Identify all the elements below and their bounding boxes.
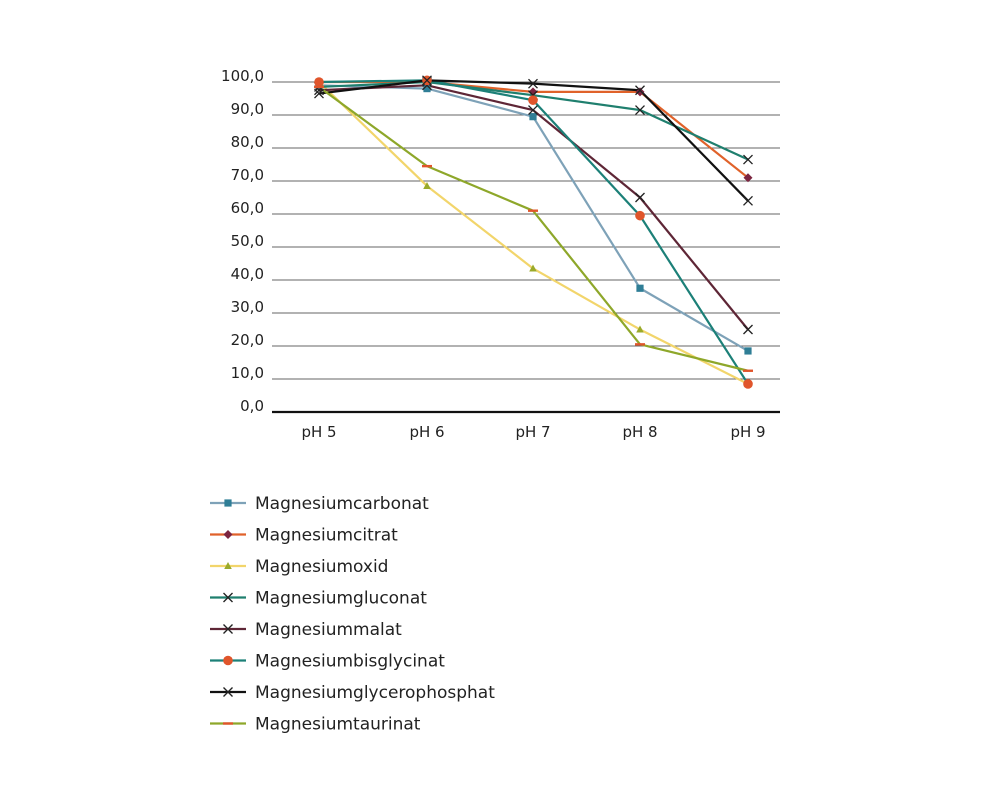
y-tick-label: 50,0 [231, 232, 264, 250]
y-axis-tick-labels: 0,0 10,0 20,0 30,0 40,0 50,0 60,0 70,0 80,0 90,0 1… [221, 67, 264, 415]
data-point [314, 85, 324, 89]
data-point [529, 113, 537, 121]
legend-label: Magnesiumcitrat [255, 526, 398, 546]
data-point [743, 195, 753, 206]
data-point [422, 75, 432, 86]
data-point [423, 85, 431, 93]
data-point [743, 379, 753, 389]
data-point [636, 325, 644, 333]
x-tick-label: pH 6 [409, 423, 444, 441]
data-point [743, 173, 753, 183]
data-point [528, 209, 538, 212]
legend-marker [223, 722, 233, 725]
x-tick-label: pH 8 [622, 423, 657, 441]
data-point [314, 77, 324, 87]
legend-label: Magnesiumgluconat [255, 589, 427, 609]
data-point [743, 369, 753, 372]
legend-item: Magnesiumcarbonat [210, 494, 429, 514]
data-point [635, 343, 645, 346]
x-tick-label: pH 5 [301, 423, 336, 441]
marker-stroke [743, 195, 753, 206]
series-line [318, 84, 749, 331]
y-tick-label: 0,0 [240, 397, 264, 415]
data-point [635, 105, 645, 116]
data-point [635, 87, 645, 97]
marker-stroke [635, 192, 645, 203]
legend-item: Magnesiumbisglycinat [210, 652, 445, 672]
marker-stroke [528, 78, 538, 89]
x-tick-label: pH 9 [730, 423, 765, 441]
legend-item: Magnesiumglycerophosphat [210, 683, 495, 703]
legend-marker [223, 624, 233, 634]
marker-stroke [223, 624, 233, 634]
y-tick-label: 30,0 [231, 298, 264, 316]
data-point [528, 95, 538, 105]
y-tick-label: 60,0 [231, 199, 264, 217]
legend-marker [224, 499, 232, 507]
legend-label: Magnesiumoxid [255, 557, 388, 577]
data-point [635, 85, 645, 96]
marker-stroke [223, 592, 233, 603]
legend-marker [223, 687, 233, 697]
marker-stroke [223, 687, 233, 697]
data-point [744, 347, 752, 355]
data-point [423, 181, 431, 189]
y-tick-label: 10,0 [231, 364, 264, 382]
legend-label: Magnesiumbisglycinat [255, 652, 445, 672]
legend-item: Magnesiummalat [210, 620, 402, 640]
data-point [314, 88, 324, 99]
series-lines [318, 79, 749, 385]
data-point [636, 284, 644, 292]
data-point [422, 164, 432, 168]
legend-marker [223, 592, 233, 603]
marker-stroke [743, 154, 753, 165]
legend-item: Magnesiumtaurinat [210, 715, 421, 735]
data-point [528, 78, 538, 89]
x-axis-tick-labels: pH 5 pH 6 pH 7 pH 8 pH 9 [301, 423, 765, 441]
data-point [528, 87, 538, 97]
marker-stroke [635, 85, 645, 96]
data-point [743, 154, 753, 165]
data-point [743, 324, 753, 335]
legend-item: Magnesiumcitrat [210, 526, 398, 546]
marker-stroke [422, 75, 432, 86]
legend-label: Magnesiumglycerophosphat [255, 683, 495, 703]
y-tick-label: 80,0 [231, 133, 264, 151]
marker-stroke [635, 105, 645, 116]
legend-label: Magnesiumcarbonat [255, 494, 429, 514]
y-tick-label: 90,0 [231, 100, 264, 118]
legend-marker [223, 655, 233, 666]
legend-item: Magnesiumoxid [210, 557, 388, 577]
legend-label: Magnesiummalat [255, 620, 402, 640]
y-tick-label: 70,0 [231, 166, 264, 184]
marker-stroke [743, 324, 753, 335]
marker-stroke [314, 88, 324, 99]
data-point [528, 105, 538, 116]
legend-marker [223, 530, 233, 539]
data-point [635, 192, 645, 203]
marker-stroke [528, 105, 538, 116]
series-line [318, 84, 749, 352]
legend-marker [224, 562, 232, 569]
y-tick-label: 40,0 [231, 265, 264, 283]
series-markers [314, 75, 753, 389]
y-tick-label: 20,0 [231, 331, 264, 349]
y-tick-label: 100,0 [221, 67, 264, 85]
data-point [529, 264, 537, 272]
legend-label: Magnesiumtaurinat [255, 715, 421, 735]
x-tick-label: pH 7 [515, 423, 550, 441]
data-point [635, 210, 645, 221]
legend: Magnesiumcarbonat Magnesiumcitrat Magnesiu… [210, 494, 495, 735]
legend-item: Magnesiumgluconat [210, 589, 427, 609]
